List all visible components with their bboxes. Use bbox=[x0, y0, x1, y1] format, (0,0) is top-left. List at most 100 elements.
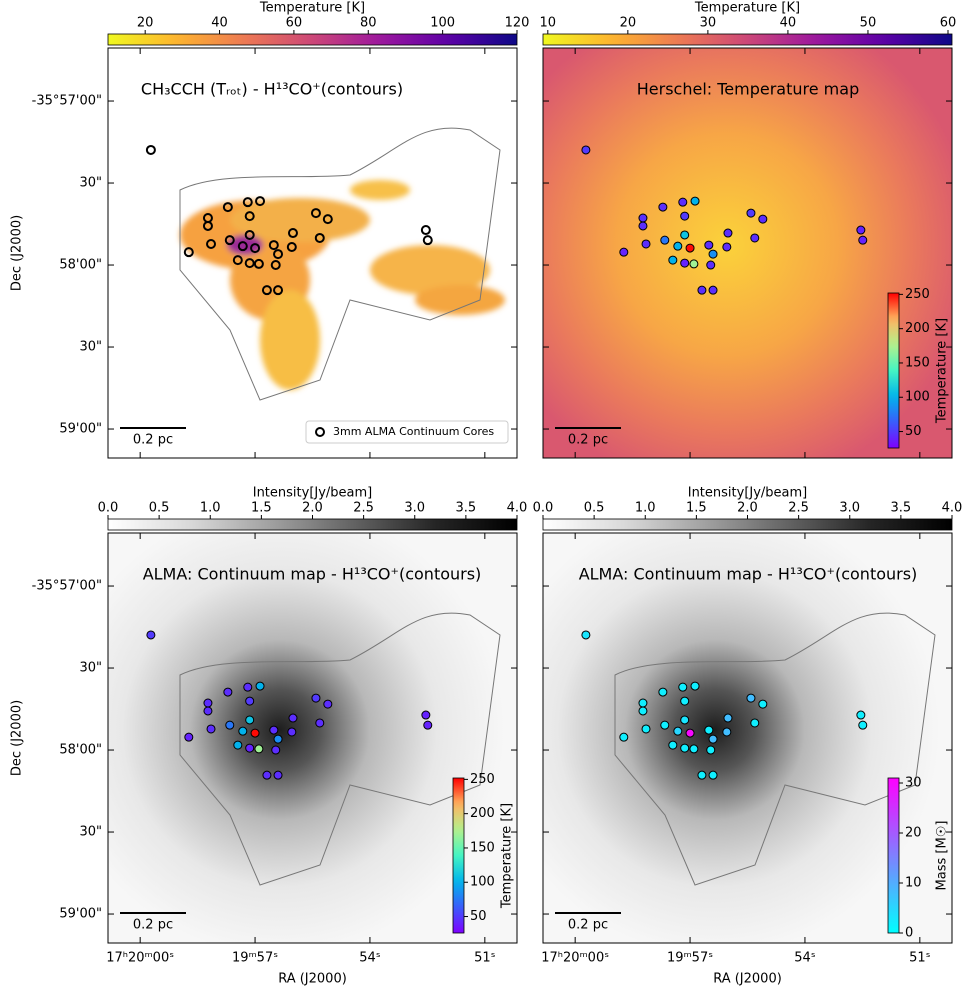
core bbox=[758, 699, 768, 709]
core bbox=[261, 285, 272, 296]
y-axis-label: Dec (J2000) bbox=[10, 700, 25, 776]
colorbar bbox=[542, 518, 953, 531]
core bbox=[203, 698, 213, 708]
core bbox=[638, 698, 648, 708]
core bbox=[262, 770, 272, 780]
inset-colorbar-tick-label: 30 bbox=[905, 776, 922, 791]
colorbar-tick-label: 1.5 bbox=[251, 501, 272, 516]
map-background bbox=[543, 48, 952, 458]
map-background bbox=[108, 533, 517, 943]
core bbox=[690, 196, 700, 206]
core bbox=[270, 260, 281, 271]
core bbox=[723, 713, 733, 723]
colorbar-label: Temperature [K] bbox=[694, 1, 800, 16]
map-background bbox=[543, 533, 952, 943]
colorbar-tick-label: 2.5 bbox=[788, 501, 809, 516]
colorbar-tick-label: 10 bbox=[540, 16, 557, 31]
core bbox=[858, 720, 868, 730]
core bbox=[680, 211, 690, 221]
inset-colorbar-tick-label: 50 bbox=[905, 424, 922, 439]
x-tick-label: 54ˢ bbox=[359, 951, 381, 966]
core bbox=[254, 744, 264, 754]
x-tick-label: 17ʰ20ᵐ00ˢ bbox=[106, 951, 174, 966]
panel-title: ALMA: Continuum map - H¹³CO⁺(contours) bbox=[579, 565, 918, 584]
core bbox=[322, 214, 333, 225]
core bbox=[202, 220, 213, 231]
core bbox=[206, 724, 216, 734]
core bbox=[680, 696, 690, 706]
colorbar-tick-label: 3.0 bbox=[404, 501, 425, 516]
core bbox=[287, 727, 297, 737]
scalebar-label: 0.2 pc bbox=[133, 433, 173, 448]
core bbox=[183, 247, 194, 258]
core bbox=[690, 681, 700, 691]
core bbox=[311, 693, 321, 703]
core bbox=[660, 235, 670, 245]
axes-frame bbox=[542, 532, 953, 944]
core bbox=[273, 285, 284, 296]
x-tick-label: 19ᵐ57ˢ bbox=[232, 951, 278, 966]
y-axis-label: Dec (J2000) bbox=[10, 215, 25, 291]
inset-colorbar-label: Temperature [K] bbox=[935, 318, 950, 424]
colorbar-tick-label: 0.0 bbox=[533, 501, 554, 516]
colorbar-tick-label: 2.5 bbox=[353, 501, 374, 516]
core bbox=[680, 230, 690, 240]
core bbox=[680, 743, 690, 753]
core bbox=[421, 710, 431, 720]
core bbox=[314, 232, 325, 243]
core bbox=[619, 732, 629, 742]
inset-colorbar-tick-label: 10 bbox=[905, 876, 922, 891]
inset-colorbar-tick-label: 0 bbox=[905, 926, 913, 941]
y-tick-label: 58'00" bbox=[59, 258, 102, 273]
core bbox=[750, 233, 760, 243]
core bbox=[273, 249, 284, 260]
x-tick-label: 51ˢ bbox=[474, 951, 496, 966]
colorbar-tick-label: 60 bbox=[286, 16, 303, 31]
core bbox=[271, 745, 281, 755]
core bbox=[273, 734, 283, 744]
core bbox=[244, 258, 255, 269]
inset-colorbar-tick-label: 250 bbox=[905, 287, 930, 302]
colorbar-tick-label: 120 bbox=[505, 16, 530, 31]
core bbox=[286, 241, 297, 252]
core bbox=[638, 221, 648, 231]
contour bbox=[179, 127, 501, 401]
y-tick-label: 58'00" bbox=[59, 743, 102, 758]
x-tick-label: 19ᵐ57ˢ bbox=[667, 951, 713, 966]
core bbox=[658, 687, 668, 697]
y-tick-label: 30" bbox=[79, 661, 102, 676]
inset-colorbar-tick-label: 150 bbox=[470, 840, 495, 855]
legend-box bbox=[305, 420, 509, 444]
colorbar-tick-label: 100 bbox=[430, 16, 455, 31]
core bbox=[678, 682, 688, 692]
core bbox=[315, 718, 325, 728]
core bbox=[288, 713, 298, 723]
core bbox=[638, 706, 648, 716]
core bbox=[619, 247, 629, 257]
colorbar-label: Temperature [K] bbox=[259, 1, 365, 16]
core bbox=[250, 728, 260, 738]
core bbox=[746, 208, 756, 218]
core bbox=[244, 229, 255, 240]
colorbar-tick-label: 20 bbox=[137, 16, 154, 31]
inset-colorbar-tick-label: 150 bbox=[905, 355, 930, 370]
core bbox=[722, 727, 732, 737]
colorbar-tick-label: 60 bbox=[940, 16, 957, 31]
colorbar-tick-label: 2.0 bbox=[737, 501, 758, 516]
colorbar-tick-label: 0.5 bbox=[584, 501, 605, 516]
core bbox=[660, 720, 670, 730]
scalebar-label: 0.2 pc bbox=[568, 918, 608, 933]
colorbar-label: Intensity[Jy/beam] bbox=[253, 486, 373, 501]
panel-title: ALMA: Continuum map - H¹³CO⁺(contours) bbox=[143, 565, 482, 584]
core bbox=[268, 240, 279, 251]
core bbox=[638, 213, 648, 223]
colorbar-tick-label: 3.5 bbox=[456, 501, 477, 516]
legend-label: 3mm ALMA Continuum Cores bbox=[333, 425, 494, 438]
inset-colorbar-tick-label: 100 bbox=[470, 875, 495, 890]
core bbox=[232, 255, 243, 266]
axes-frame bbox=[542, 47, 953, 459]
core bbox=[641, 724, 651, 734]
core bbox=[673, 726, 683, 736]
